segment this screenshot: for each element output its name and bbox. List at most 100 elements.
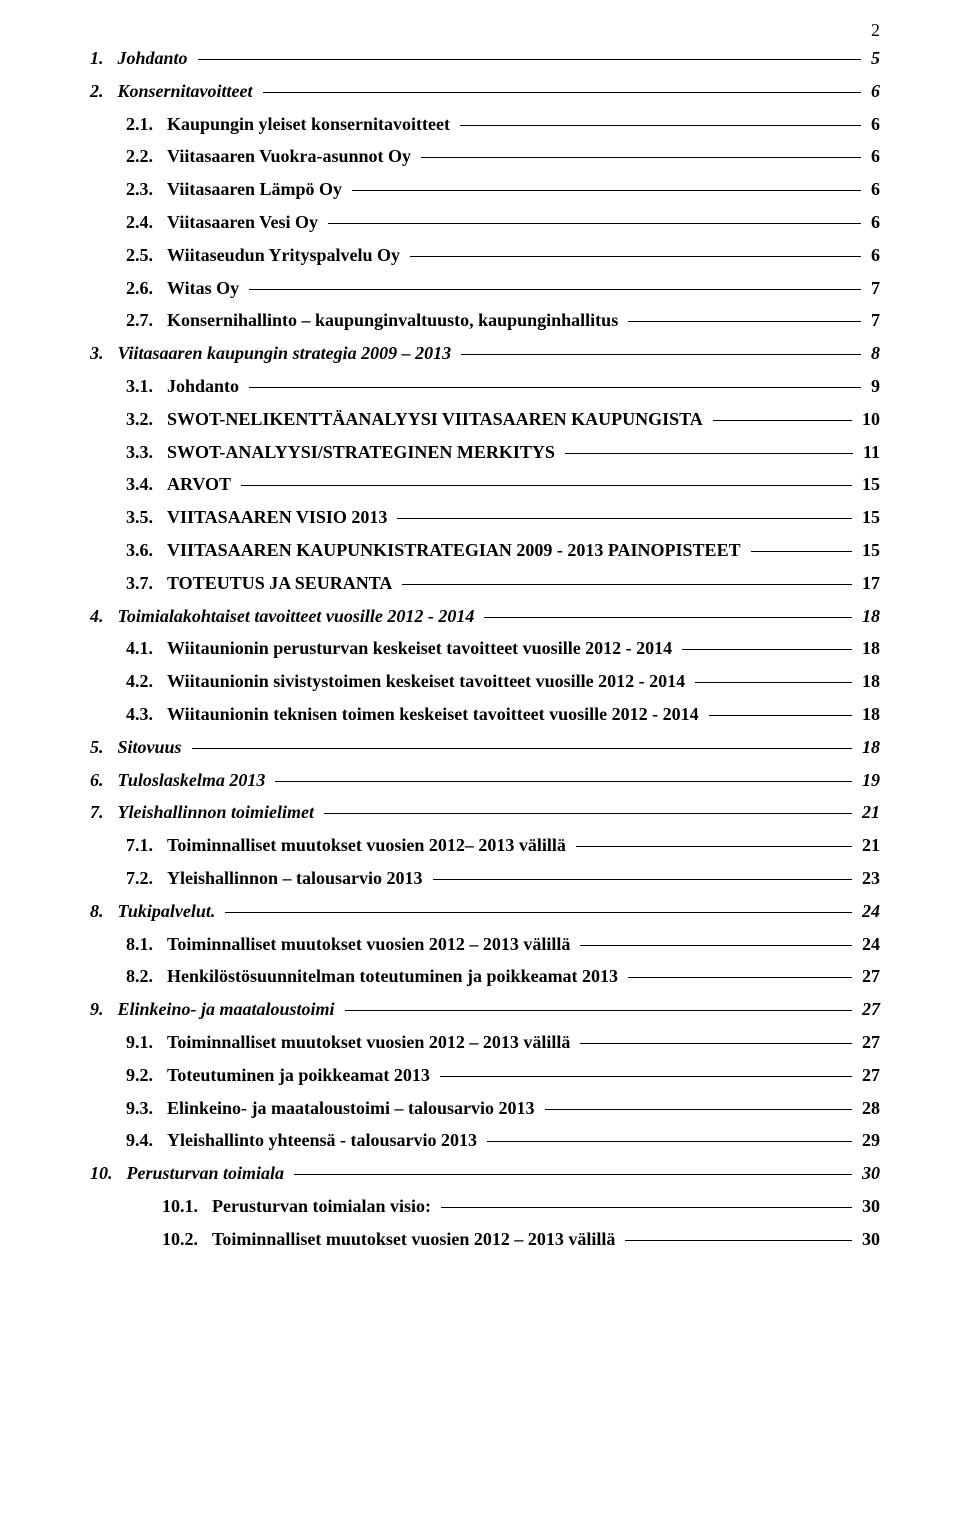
page-number: 2 <box>871 20 880 41</box>
toc-entry-title: Toteutuminen ja poikkeamat 2013 <box>167 1061 436 1090</box>
toc-entry-page: 6 <box>865 77 880 106</box>
toc-entry-page: 30 <box>856 1159 880 1188</box>
toc-entry-title: Johdanto <box>118 44 194 73</box>
toc-entry-number: 9.3. <box>126 1094 167 1123</box>
toc-entry-title: Sitovuus <box>118 733 188 762</box>
toc-entry-title: Wiitaseudun Yrityspalvelu Oy <box>167 241 406 270</box>
toc-leader-line <box>263 92 862 93</box>
toc-entry-page: 6 <box>865 241 880 270</box>
toc-entry-number: 5. <box>90 733 118 762</box>
toc-leader-line <box>576 846 852 847</box>
toc-entry: 2.6.Witas Oy7 <box>126 274 880 303</box>
toc-entry-title: Toiminnalliset muutokset vuosien 2012 – … <box>167 1028 576 1057</box>
toc-entry-title: Yleishallinto yhteensä - talousarvio 201… <box>167 1126 483 1155</box>
toc-entry: 7.Yleishallinnon toimielimet21 <box>90 798 880 827</box>
toc-entry-title: Konsernihallinto – kaupunginvaltuusto, k… <box>167 306 624 335</box>
toc-leader-line <box>565 453 853 454</box>
toc-leader-line <box>460 125 861 126</box>
toc-entry-number: 3.7. <box>126 569 167 598</box>
toc-entry: 9.3.Elinkeino- ja maataloustoimi – talou… <box>126 1094 880 1123</box>
toc-entry: 2.2.Viitasaaren Vuokra-asunnot Oy6 <box>126 142 880 171</box>
toc-entry-title: Yleishallinnon toimielimet <box>118 798 321 827</box>
toc-entry-title: Witas Oy <box>167 274 245 303</box>
toc-entry-page: 27 <box>856 995 880 1024</box>
toc-leader-line <box>713 420 852 421</box>
toc-entry-title: Perusturvan toimiala <box>127 1159 291 1188</box>
toc-entry-number: 2.3. <box>126 175 167 204</box>
toc-entry: 4.2.Wiitaunionin sivistystoimen keskeise… <box>126 667 880 696</box>
toc-entry: 3.2.SWOT-NELIKENTTÄANALYYSI VIITASAAREN … <box>126 405 880 434</box>
toc-entry-page: 15 <box>856 536 880 565</box>
toc-entry-page: 11 <box>857 438 880 467</box>
toc-entry-number: 10.1. <box>162 1192 212 1221</box>
toc-entry: 9.Elinkeino- ja maataloustoimi 27 <box>90 995 880 1024</box>
toc-leader-line <box>433 879 852 880</box>
toc-entry-number: 7. <box>90 798 118 827</box>
toc-entry-page: 30 <box>856 1225 880 1254</box>
toc-entry: 2.1.Kaupungin yleiset konsernitavoitteet… <box>126 110 880 139</box>
toc-entry-number: 3.2. <box>126 405 167 434</box>
toc-entry-page: 6 <box>865 110 880 139</box>
toc-entry-title: Toimialakohtaiset tavoitteet vuosille 20… <box>118 602 481 631</box>
toc-entry-page: 8 <box>865 339 880 368</box>
toc-leader-line <box>225 912 852 913</box>
toc-leader-line <box>484 617 852 618</box>
toc-leader-line <box>628 977 852 978</box>
toc-entry-title: Toiminnalliset muutokset vuosien 2012 – … <box>167 930 576 959</box>
toc-entry-title: TOTEUTUS JA SEURANTA <box>167 569 398 598</box>
toc-entry-page: 24 <box>856 930 880 959</box>
toc-leader-line <box>440 1076 852 1077</box>
toc-entry-title: Viitasaaren Lämpö Oy <box>167 175 348 204</box>
toc-entry-title: Konsernitavoitteet <box>118 77 259 106</box>
toc-entry-page: 28 <box>856 1094 880 1123</box>
toc-leader-line <box>580 945 852 946</box>
toc-entry-number: 3.5. <box>126 503 167 532</box>
toc-entry-page: 27 <box>856 1061 880 1090</box>
toc-leader-line <box>695 682 852 683</box>
toc-entry-page: 18 <box>856 667 880 696</box>
toc-entry: 5.Sitovuus18 <box>90 733 880 762</box>
toc-leader-line <box>682 649 852 650</box>
toc-entry-page: 21 <box>856 831 880 860</box>
toc-leader-line <box>625 1240 852 1241</box>
toc-leader-line <box>275 781 852 782</box>
toc-entry-number: 7.1. <box>126 831 167 860</box>
toc-entry-number: 9.2. <box>126 1061 167 1090</box>
toc-entry-number: 3.1. <box>126 372 167 401</box>
toc-entry-page: 5 <box>865 44 880 73</box>
toc-entry-page: 27 <box>856 962 880 991</box>
toc-entry-title: Elinkeino- ja maataloustoimi <box>118 995 341 1024</box>
toc-leader-line <box>249 387 861 388</box>
toc-entry-number: 2.2. <box>126 142 167 171</box>
toc-leader-line <box>294 1174 852 1175</box>
toc-leader-line <box>545 1109 852 1110</box>
toc-entry-number: 4.1. <box>126 634 167 663</box>
toc-entry: 10.1.Perusturvan toimialan visio:30 <box>162 1192 880 1221</box>
toc-entry: 2.7.Konsernihallinto – kaupunginvaltuust… <box>126 306 880 335</box>
toc-leader-line <box>410 256 861 257</box>
toc-entry-number: 2.5. <box>126 241 167 270</box>
toc-leader-line <box>324 813 852 814</box>
toc-entry-title: Johdanto <box>167 372 245 401</box>
toc-entry-title: Wiitaunionin sivistystoimen keskeiset ta… <box>167 667 691 696</box>
toc-entry-page: 17 <box>856 569 880 598</box>
toc-entry-title: Wiitaunionin teknisen toimen keskeiset t… <box>167 700 705 729</box>
toc-entry-page: 18 <box>856 634 880 663</box>
toc-entry-page: 18 <box>856 602 880 631</box>
toc-entry: 7.2.Yleishallinnon – talousarvio 201323 <box>126 864 880 893</box>
toc-entry: 2.Konsernitavoitteet6 <box>90 77 880 106</box>
toc-entry: 4.3.Wiitaunionin teknisen toimen keskeis… <box>126 700 880 729</box>
toc-entry-number: 8.1. <box>126 930 167 959</box>
toc-entry-title: Kaupungin yleiset konsernitavoitteet <box>167 110 456 139</box>
toc-entry-number: 9.4. <box>126 1126 167 1155</box>
toc-leader-line <box>402 584 852 585</box>
toc-entry-number: 8. <box>90 897 118 926</box>
toc-entry-title: Toiminnalliset muutokset vuosien 2012– 2… <box>167 831 572 860</box>
toc-entry-number: 9. <box>90 995 118 1024</box>
toc-entry-title: VIITASAAREN VISIO 2013 <box>167 503 393 532</box>
toc-entry-title: Toiminnalliset muutokset vuosien 2012 – … <box>212 1225 621 1254</box>
toc-leader-line <box>397 518 852 519</box>
table-of-contents: 1.Johdanto52.Konsernitavoitteet62.1.Kaup… <box>90 44 880 1253</box>
toc-entry-page: 23 <box>856 864 880 893</box>
toc-entry: 3.6.VIITASAAREN KAUPUNKISTRATEGIAN 2009 … <box>126 536 880 565</box>
